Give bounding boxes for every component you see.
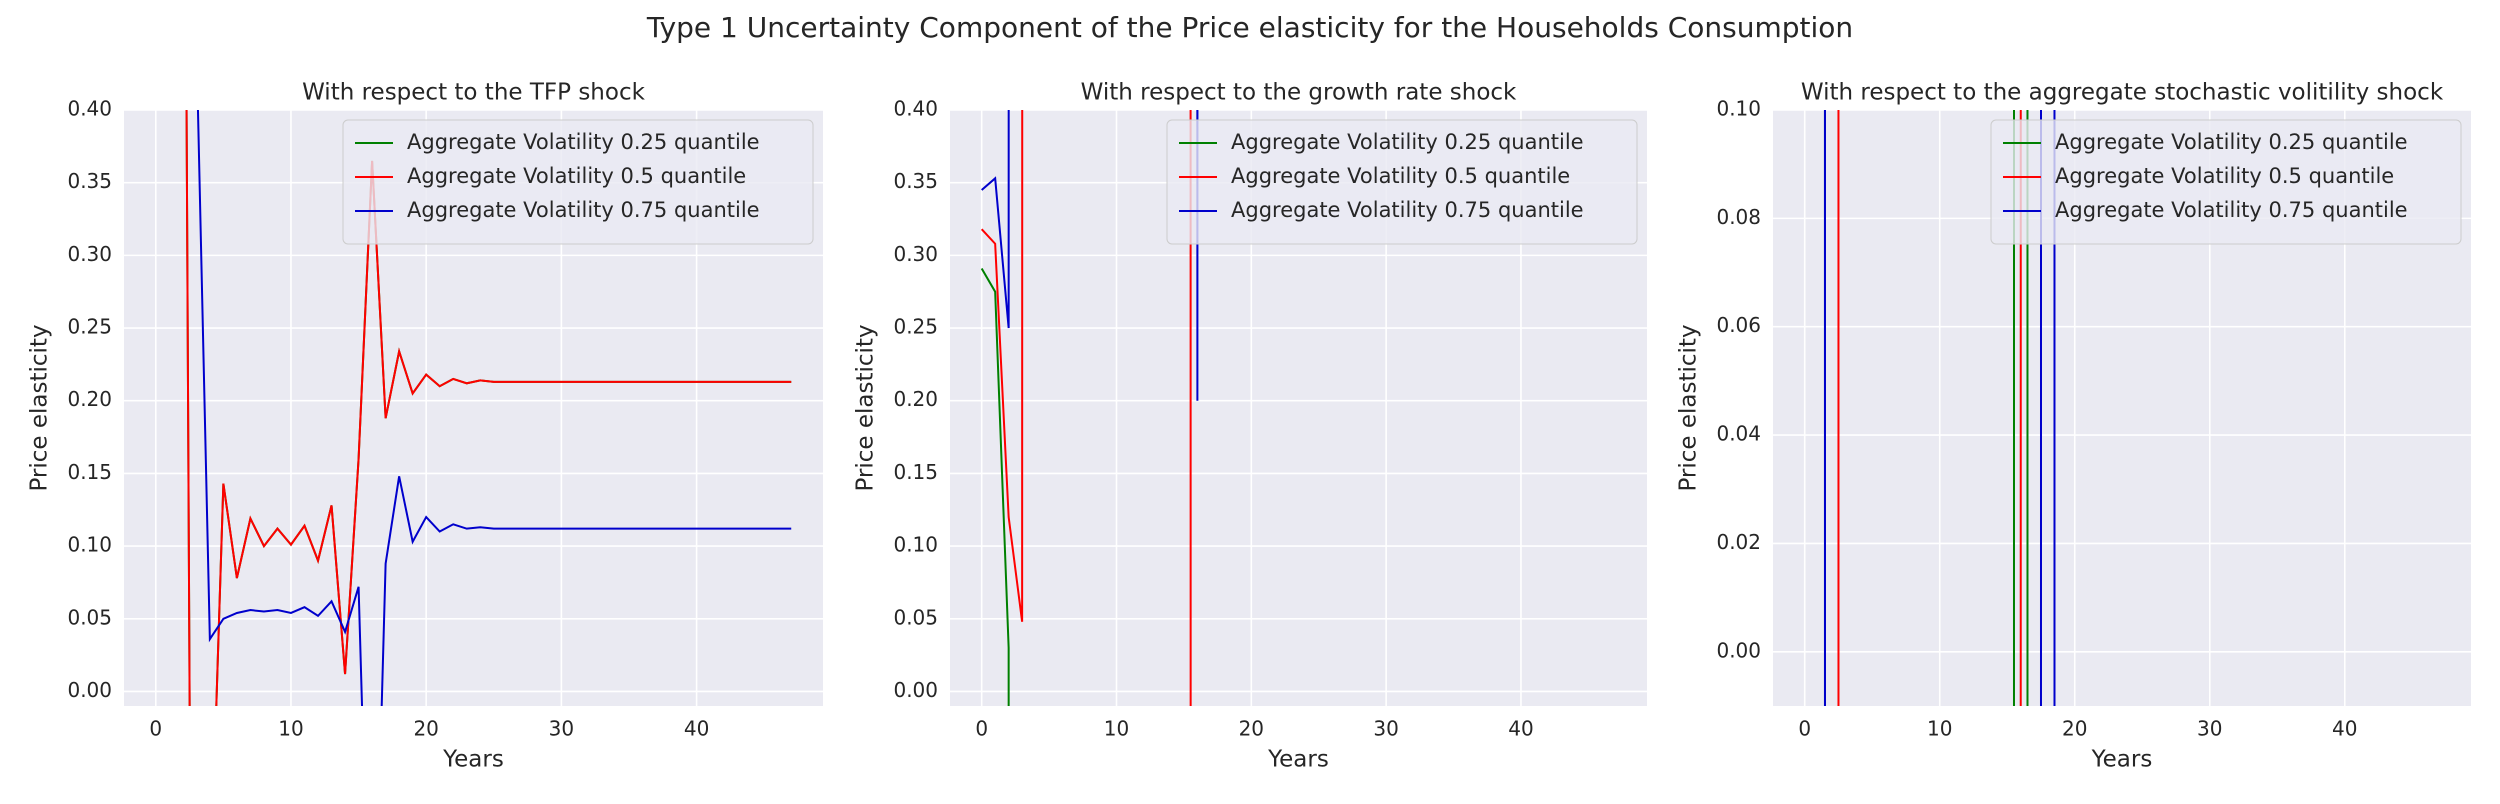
y-tick-label: 0.15: [893, 460, 938, 484]
y-tick-label: 0.06: [1716, 313, 1761, 337]
y-tick-label: 0.05: [67, 605, 112, 629]
x-tick-label: 0: [149, 717, 162, 741]
y-tick-label: 0.20: [893, 387, 938, 411]
x-tick-label: 20: [2062, 717, 2087, 741]
y-tick-label: 0.35: [893, 169, 938, 193]
subplot-title: With respect to the aggregate stochastic…: [1801, 80, 2444, 106]
x-tick-label: 20: [413, 717, 438, 741]
legend-label: Aggregate Volatility 0.25 quantile: [407, 130, 760, 154]
x-tick-label: 10: [278, 717, 303, 741]
legend-label: Aggregate Volatility 0.25 quantile: [2055, 130, 2408, 154]
legend: Aggregate Volatility 0.25 quantile Aggreg…: [342, 119, 814, 245]
figure-title: Type 1 Uncertainty Component of the Pric…: [646, 11, 1853, 44]
legend: Aggregate Volatility 0.25 quantile Aggreg…: [1990, 119, 2462, 245]
y-tick-label: 0.30: [893, 242, 938, 266]
y-tick-label: 0.25: [893, 315, 938, 339]
x-tick-label: 0: [1798, 717, 1811, 741]
x-tick-label: 30: [1373, 717, 1398, 741]
x-tick-label: 10: [1927, 717, 1952, 741]
subplot: 0 10 20 30 40 0.00 0.05 0.10 0.15 0.20 0.25 0.30 0.3…: [27, 80, 823, 773]
y-tick-label: 0.02: [1716, 530, 1761, 554]
x-tick-label: 10: [1104, 717, 1129, 741]
x-axis-label: Years: [442, 747, 504, 773]
y-tick-label: 0.20: [67, 387, 112, 411]
y-axis-label: Price elasticity: [853, 324, 879, 491]
x-tick-label: 40: [684, 717, 709, 741]
x-tick-label: 30: [2197, 717, 2222, 741]
legend-label: Aggregate Volatility 0.25 quantile: [1231, 130, 1584, 154]
subplot: 0 10 20 30 40 0.00 0.02 0.04 0.06 0.08 0.10 With re…: [1676, 80, 2471, 773]
y-axis-label: Price elasticity: [27, 324, 53, 491]
y-tick-label: 0.40: [893, 97, 938, 121]
line: [196, 110, 792, 706]
y-tick-label: 0.00: [67, 678, 112, 702]
y-tick-label: 0.10: [893, 533, 938, 557]
y-tick-label: 0.00: [1716, 638, 1761, 662]
legend-box: [1166, 119, 1638, 245]
y-tick-label: 0.30: [67, 242, 112, 266]
x-tick-label: 40: [1508, 717, 1533, 741]
x-tick-label: 20: [1239, 717, 1264, 741]
legend-label: Aggregate Volatility 0.75 quantile: [1231, 198, 1584, 222]
y-tick-label: 0.25: [67, 315, 112, 339]
legend-label: Aggregate Volatility 0.5 quantile: [407, 164, 746, 188]
legend: Aggregate Volatility 0.25 quantile Aggreg…: [1166, 119, 1638, 245]
legend-label: Aggregate Volatility 0.75 quantile: [407, 198, 760, 222]
x-tick-label: 40: [2332, 717, 2357, 741]
y-tick-label: 0.08: [1716, 205, 1761, 229]
x-tick-label: 0: [975, 717, 988, 741]
y-tick-label: 0.00: [893, 678, 938, 702]
subplot: 0 10 20 30 40 0.00 0.05 0.10 0.15 0.20 0.25 0.30 0.3…: [853, 80, 1647, 773]
legend-box: [342, 119, 814, 245]
subplot-title: With respect to the TFP shock: [302, 80, 646, 106]
y-tick-label: 0.10: [67, 533, 112, 557]
y-tick-label: 0.10: [1716, 97, 1761, 121]
y-tick-label: 0.35: [67, 169, 112, 193]
y-tick-label: 0.04: [1716, 422, 1761, 446]
y-tick-label: 0.40: [67, 97, 112, 121]
x-axis-label: Years: [1267, 747, 1329, 773]
x-tick-label: 30: [549, 717, 574, 741]
legend-label: Aggregate Volatility 0.75 quantile: [2055, 198, 2408, 222]
y-axis-label: Price elasticity: [1676, 324, 1702, 491]
x-axis-label: Years: [2091, 747, 2153, 773]
subplot-title: With respect to the growth rate shock: [1081, 80, 1517, 106]
y-tick-label: 0.15: [67, 460, 112, 484]
legend-box: [1990, 119, 2462, 245]
y-tick-label: 0.05: [893, 605, 938, 629]
legend-label: Aggregate Volatility 0.5 quantile: [1231, 164, 1570, 188]
line: [185, 110, 792, 706]
lines: [185, 110, 792, 706]
legend-label: Aggregate Volatility 0.5 quantile: [2055, 164, 2394, 188]
